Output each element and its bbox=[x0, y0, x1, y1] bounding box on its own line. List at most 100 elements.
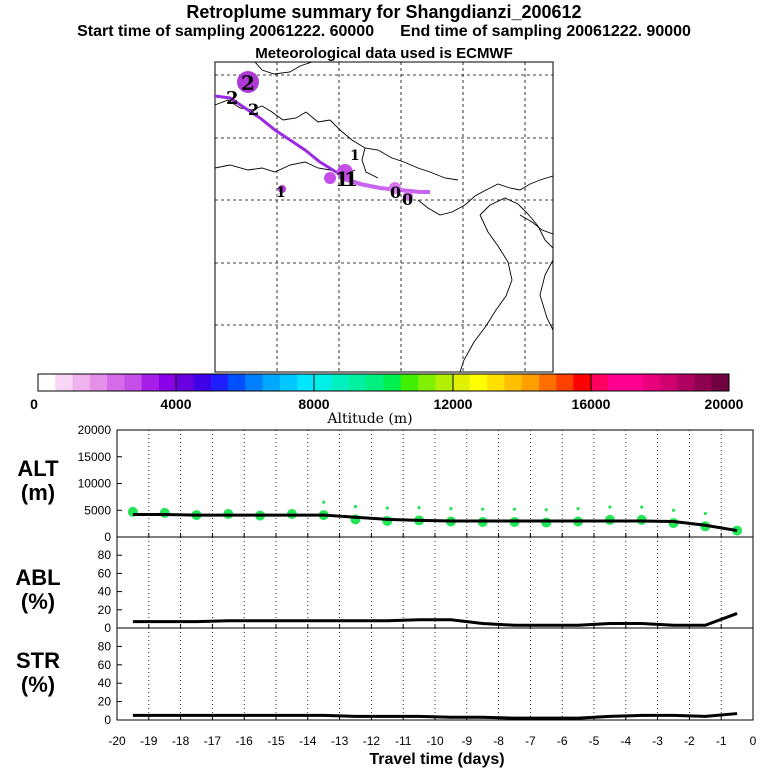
y-tick-label: 15000 bbox=[78, 450, 112, 464]
y-tick-label: 0 bbox=[104, 530, 111, 544]
x-axis-title: Travel time (days) bbox=[369, 751, 504, 768]
altitude-marker bbox=[541, 517, 552, 528]
altitude-marker bbox=[159, 507, 170, 518]
colorbar-segment bbox=[89, 374, 108, 391]
x-tick-label: -1 bbox=[716, 734, 727, 748]
panel-ylabels: ALT (m) ABL (%) STR (%) bbox=[15, 456, 60, 697]
x-tick-label: -5 bbox=[589, 734, 600, 748]
x-tick-label: -10 bbox=[426, 734, 444, 748]
colorbar-segment bbox=[521, 374, 540, 391]
alt-ylabel-unit: (m) bbox=[21, 480, 55, 505]
colorbar-segment bbox=[245, 374, 263, 391]
cluster-label: 2 bbox=[241, 71, 255, 95]
x-tick-label: -15 bbox=[267, 734, 285, 748]
altitude-spread-marker bbox=[576, 507, 580, 511]
colorbar-tick-labels: 0 4000 8000 12000 16000 20000 bbox=[30, 396, 744, 412]
x-tick-labels: -20 -19 -18 -17 -16 -15 -14 -13 -12 -11 -10 -9 -8 -7-… bbox=[108, 734, 756, 748]
map-coastlines bbox=[215, 62, 553, 372]
colorbar-segment bbox=[435, 374, 453, 391]
cluster-label: 2 bbox=[226, 88, 239, 109]
colorbar-segment bbox=[193, 374, 212, 391]
colorbar-tick-label: 0 bbox=[30, 396, 38, 412]
colorbar-segment bbox=[504, 374, 523, 391]
y-tick-label: 40 bbox=[98, 585, 112, 599]
x-tick-label: -18 bbox=[172, 734, 190, 748]
colorbar-segment bbox=[625, 374, 644, 391]
cluster-label: 2 bbox=[248, 100, 259, 119]
colorbar-segment bbox=[366, 374, 384, 391]
trajectory-marker bbox=[389, 182, 401, 194]
time-series-panels: 0 5000 10000 15000 20000 0 20 40 60 80 0 20 40 60 80 -2… bbox=[78, 423, 757, 748]
colorbar-segment bbox=[383, 374, 402, 391]
colorbar-segment bbox=[158, 374, 177, 391]
colorbar-segment bbox=[642, 374, 661, 391]
colorbar-segment bbox=[72, 374, 91, 391]
colorbar-segment bbox=[556, 374, 574, 391]
y-tick-label: 80 bbox=[98, 639, 112, 653]
altitude-spread-marker bbox=[512, 507, 517, 511]
altitude-colorbar bbox=[38, 374, 730, 391]
colorbar-segment bbox=[573, 374, 592, 391]
x-tick-label: -7 bbox=[525, 734, 536, 748]
altitude-spread-marker bbox=[544, 508, 548, 512]
abl-series-line bbox=[132, 612, 738, 627]
x-tick-label: -13 bbox=[331, 734, 349, 748]
cluster-label: 1 bbox=[276, 185, 286, 201]
colorbar-segment bbox=[107, 374, 125, 391]
colorbar-tick-label: 4000 bbox=[160, 396, 191, 412]
abl-panel: 0 20 40 60 80 bbox=[98, 536, 754, 635]
x-tick-label: -6 bbox=[557, 734, 568, 748]
colorbar-segment bbox=[469, 374, 488, 391]
x-tick-label: -2 bbox=[684, 734, 695, 748]
altitude-spread-marker bbox=[385, 506, 389, 510]
colorbar-segment bbox=[659, 374, 678, 391]
x-tick-label: -14 bbox=[299, 734, 317, 748]
colorbar-title: Altitude (m) bbox=[326, 411, 412, 427]
colorbar-segment bbox=[487, 374, 505, 391]
colorbar-segment bbox=[124, 374, 143, 391]
map-panel: 2 2 2 1 1 1 1 0 0 bbox=[214, 61, 554, 373]
x-tick-label: -12 bbox=[363, 734, 381, 748]
map-gridlines bbox=[215, 62, 553, 372]
colorbar-segment bbox=[400, 374, 419, 391]
cluster-label: 1 bbox=[344, 167, 358, 191]
trajectory-marker bbox=[278, 185, 286, 193]
colorbar-segment bbox=[210, 374, 229, 391]
altitude-spread-marker bbox=[671, 508, 676, 512]
y-tick-label: 0 bbox=[104, 621, 111, 635]
colorbar-tick-label: 20000 bbox=[705, 396, 744, 412]
cluster-label: 0 bbox=[402, 190, 413, 209]
colorbar-segment bbox=[331, 374, 350, 391]
y-tick-label: 20 bbox=[98, 695, 112, 709]
str-ylabel: STR bbox=[16, 648, 60, 673]
colorbar-tick-label: 12000 bbox=[434, 396, 473, 412]
colorbar-segment bbox=[38, 374, 56, 391]
met-data-label: Meteorological data used is ECMWF bbox=[255, 45, 513, 62]
x-tick-label: -9 bbox=[461, 734, 472, 748]
colorbar-segment bbox=[141, 374, 160, 391]
str-ylabel-unit: (%) bbox=[21, 672, 55, 697]
chart-title: Retroplume summary for Shangdianzi_20061… bbox=[186, 2, 582, 22]
colorbar-segment bbox=[176, 374, 194, 391]
altitude-spread-marker bbox=[608, 505, 612, 509]
retroplume-trajectory bbox=[215, 71, 430, 201]
trajectory-marker bbox=[337, 164, 353, 180]
start-time-label: Start time of sampling 20061222. 60000 bbox=[77, 23, 375, 40]
colorbar-segment bbox=[314, 374, 333, 391]
cluster-label: 1 bbox=[350, 148, 360, 164]
trajectory-marker bbox=[403, 191, 413, 201]
altitude-spread-marker bbox=[353, 504, 358, 509]
x-tick-label: -8 bbox=[493, 734, 504, 748]
y-tick-label: 20000 bbox=[78, 423, 112, 437]
abl-ylabel: ABL bbox=[15, 565, 60, 590]
x-tick-label: -4 bbox=[620, 734, 631, 748]
alt-ylabel: ALT bbox=[17, 456, 59, 481]
str-panel: 0 20 40 60 80 bbox=[98, 627, 754, 727]
cluster-label: 1 bbox=[335, 167, 349, 191]
panel-frame bbox=[116, 627, 754, 721]
x-tick-label: -17 bbox=[204, 734, 222, 748]
colorbar-segment bbox=[677, 374, 695, 391]
cluster-label: 0 bbox=[390, 183, 401, 202]
y-tick-label: 0 bbox=[104, 713, 111, 727]
